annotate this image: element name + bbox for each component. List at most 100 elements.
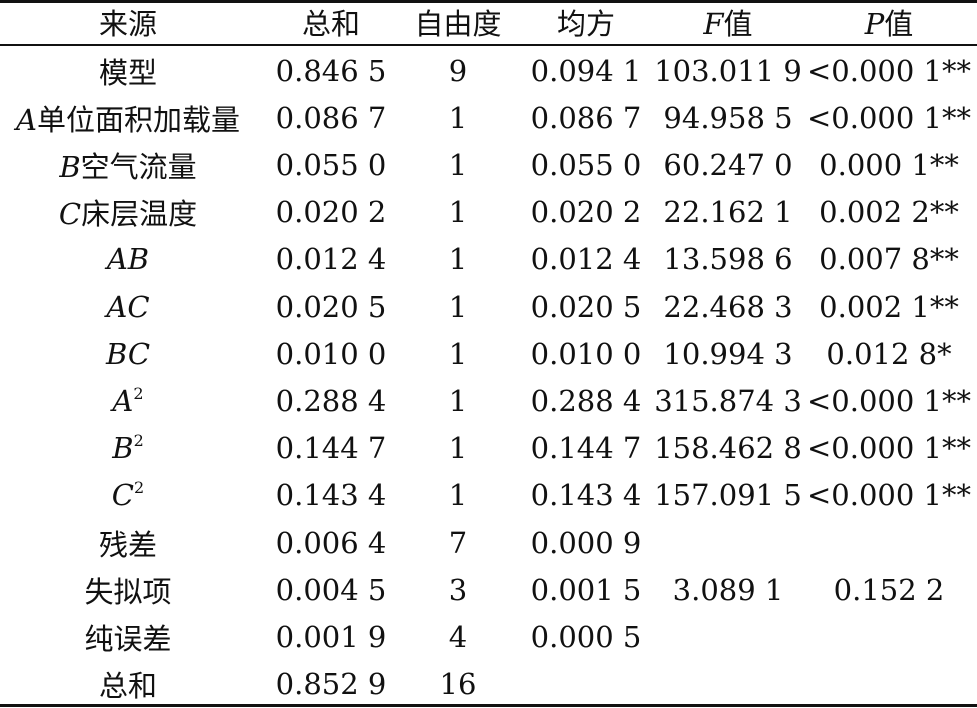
cell-f: 103.011 9 — [654, 53, 802, 88]
cell-ms: 0.012 4 — [530, 242, 642, 277]
cell-p: <0.000 1** — [807, 431, 971, 466]
table-row: AC 0.020 5 1 0.020 5 22.468 3 0.002 1** — [0, 283, 977, 330]
cell-sum: 0.010 0 — [275, 336, 387, 371]
table-row: C2 0.143 4 1 0.143 4 157.091 5 <0.000 1** — [0, 472, 977, 519]
cell-ms: 0.144 7 — [530, 431, 642, 466]
cell-df: 1 — [448, 336, 468, 371]
table-row: 总和 0.852 9 16 — [0, 661, 977, 708]
cell-p: <0.000 1** — [807, 478, 971, 513]
header-f-suffix: 值 — [723, 7, 753, 41]
cell-ms: 0.086 7 — [530, 100, 642, 135]
cell-f: 94.958 5 — [663, 100, 793, 135]
table-top-rule — [0, 0, 977, 3]
table-row: AB 0.012 4 1 0.012 4 13.598 6 0.007 8** — [0, 236, 977, 283]
cell-p: 0.007 8** — [819, 242, 959, 277]
cell-df: 1 — [448, 195, 468, 230]
cell-source: C床层温度 — [59, 191, 197, 233]
cell-ms: 0.020 5 — [530, 289, 642, 324]
cell-f: 315.874 3 — [654, 383, 802, 418]
source-variable: AC — [106, 289, 150, 324]
cell-sum: 0.144 7 — [275, 431, 387, 466]
cell-df: 16 — [439, 667, 477, 702]
table-row: 失拟项 0.004 5 3 0.001 5 3.089 1 0.152 2 — [0, 566, 977, 613]
cell-sum: 0.020 5 — [275, 289, 387, 324]
cell-df: 1 — [448, 383, 468, 418]
cell-source: AB — [107, 242, 149, 276]
header-ms: 均方 — [556, 7, 616, 41]
cell-f: 22.468 3 — [663, 289, 793, 324]
table-row: B2 0.144 7 1 0.144 7 158.462 8 <0.000 1** — [0, 425, 977, 472]
cell-ms: 0.000 5 — [530, 619, 642, 654]
cell-f: 10.994 3 — [663, 336, 793, 371]
cell-source: 纯误差 — [84, 616, 171, 658]
source-label: 残差 — [98, 527, 158, 562]
cell-p: <0.000 1** — [807, 383, 971, 418]
table-row: A2 0.288 4 1 0.288 4 315.874 3 <0.000 1** — [0, 377, 977, 424]
cell-source: C2 — [112, 478, 144, 512]
source-variable: B — [59, 149, 81, 184]
source-variable: C — [111, 478, 135, 513]
cell-p: 0.002 1** — [819, 289, 959, 324]
cell-source: A2 — [112, 384, 143, 418]
source-variable: A — [112, 383, 134, 418]
source-exponent: 2 — [133, 431, 144, 451]
cell-source: A单位面积加载量 — [16, 97, 240, 139]
cell-source: BC — [106, 337, 150, 371]
cell-df: 4 — [448, 619, 468, 654]
table-row: C床层温度 0.020 2 1 0.020 2 22.162 1 0.002 2** — [0, 189, 977, 236]
cell-f: 157.091 5 — [654, 478, 802, 513]
cell-df: 1 — [448, 147, 468, 182]
cell-f: 22.162 1 — [663, 195, 793, 230]
cell-source: B2 — [112, 431, 144, 465]
table-row: A单位面积加载量 0.086 7 1 0.086 7 94.958 5 <0.000 1*… — [0, 94, 977, 141]
cell-sum: 0.006 4 — [275, 525, 387, 560]
cell-source: 总和 — [99, 663, 157, 705]
cell-sum: 0.086 7 — [275, 100, 387, 135]
source-label: 床层温度 — [81, 197, 198, 232]
cell-ms: 0.001 5 — [530, 572, 642, 607]
source-label: 空气流量 — [80, 149, 197, 184]
header-source: 来源 — [98, 7, 158, 41]
cell-df: 1 — [448, 242, 468, 277]
table-row: B空气流量 0.055 0 1 0.055 0 60.247 0 0.000 1** — [0, 141, 977, 188]
header-sum: 总和 — [301, 7, 361, 41]
table-row: BC 0.010 0 1 0.010 0 10.994 3 0.012 8* — [0, 330, 977, 377]
table-row: 残差 0.006 4 7 0.000 9 — [0, 519, 977, 566]
cell-ms: 0.010 0 — [530, 336, 642, 371]
cell-ms: 0.288 4 — [530, 383, 642, 418]
table-header-rule — [0, 44, 977, 46]
table-row: 纯误差 0.001 9 4 0.000 5 — [0, 613, 977, 660]
cell-df: 3 — [448, 572, 468, 607]
cell-sum: 0.288 4 — [275, 383, 387, 418]
source-variable: AB — [106, 242, 150, 277]
cell-source: AC — [106, 290, 149, 324]
source-exponent: 2 — [133, 383, 144, 403]
header-df: 自由度 — [414, 7, 502, 41]
cell-source: 残差 — [99, 522, 157, 564]
cell-source: B空气流量 — [59, 144, 196, 186]
cell-sum: 0.001 9 — [275, 619, 387, 654]
source-variable: BC — [105, 336, 151, 371]
source-label: 单位面积加载量 — [36, 102, 240, 137]
table-header-row: 来源 总和 自由度 均方 F值 P值 — [0, 0, 977, 44]
source-label: 总和 — [98, 669, 158, 704]
cell-p: 0.000 1** — [819, 147, 959, 182]
cell-source: 失拟项 — [84, 569, 171, 611]
cell-sum: 0.846 5 — [275, 53, 387, 88]
cell-sum: 0.055 0 — [275, 147, 387, 182]
cell-p: 0.012 8* — [826, 336, 952, 371]
source-label: 失拟项 — [84, 574, 172, 609]
header-p-letter: P — [864, 7, 885, 41]
cell-p: 0.002 2** — [819, 195, 959, 230]
cell-source: 模型 — [99, 50, 157, 92]
cell-p: 0.152 2 — [833, 572, 945, 607]
source-variable: C — [58, 197, 82, 232]
cell-f: 13.598 6 — [663, 242, 793, 277]
cell-sum: 0.143 4 — [275, 478, 387, 513]
source-variable: A — [16, 102, 37, 137]
cell-ms: 0.094 1 — [530, 53, 642, 88]
cell-f: 158.462 8 — [654, 431, 802, 466]
header-f-letter: F — [703, 7, 724, 41]
cell-df: 1 — [448, 289, 468, 324]
